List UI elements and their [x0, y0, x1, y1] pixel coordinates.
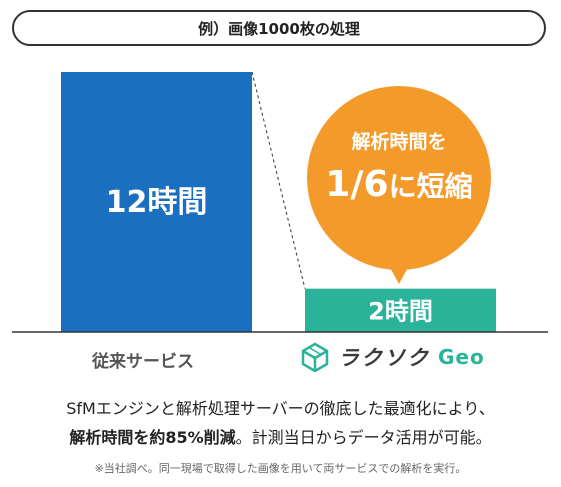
bar-rakusoku-geo — [305, 288, 496, 332]
comparison-connector-line — [251, 71, 306, 289]
callout-ratio: 1/6 — [325, 164, 388, 205]
bar-value-label-rakusoku: 2時間 — [368, 297, 433, 325]
footnote: ※当社調べ。同一現場で取得した画像を用いて両サービスでの解析を実行。 — [94, 462, 467, 475]
description-highlight: 解析時間を約85%削減 — [69, 428, 236, 447]
bar-chart: 12時間 2時間 解析時間を 1/6に短縮 — [12, 71, 548, 333]
description-line1: SfMエンジンと解析処理サーバーの徹底した最適化により、 — [66, 399, 495, 418]
category-label-conventional: 従来サービス — [92, 352, 194, 372]
callout-line2: 1/6に短縮 — [325, 164, 472, 205]
callout-reduce-text: に短縮 — [389, 170, 473, 203]
callout-line1: 解析時間を — [351, 130, 446, 153]
brand-name-en: Geo — [438, 345, 485, 369]
bar-value-label-conventional: 12時間 — [106, 185, 208, 220]
brand-logo: ラクソク Geo — [300, 340, 485, 374]
description-line2: 解析時間を約85%削減。計測当日からデータ活用が可能。 — [0, 424, 561, 448]
brand-name-jp: ラクソク — [338, 346, 430, 370]
reduction-callout-bubble: 解析時間を 1/6に短縮 — [307, 86, 491, 284]
cube-logo-icon — [301, 342, 329, 372]
chart-title: 例）画像1000枚の処理 — [12, 10, 546, 46]
bar-conventional-service — [61, 72, 252, 332]
description-line2-rest: 。計測当日からデータ活用が可能。 — [235, 428, 492, 447]
